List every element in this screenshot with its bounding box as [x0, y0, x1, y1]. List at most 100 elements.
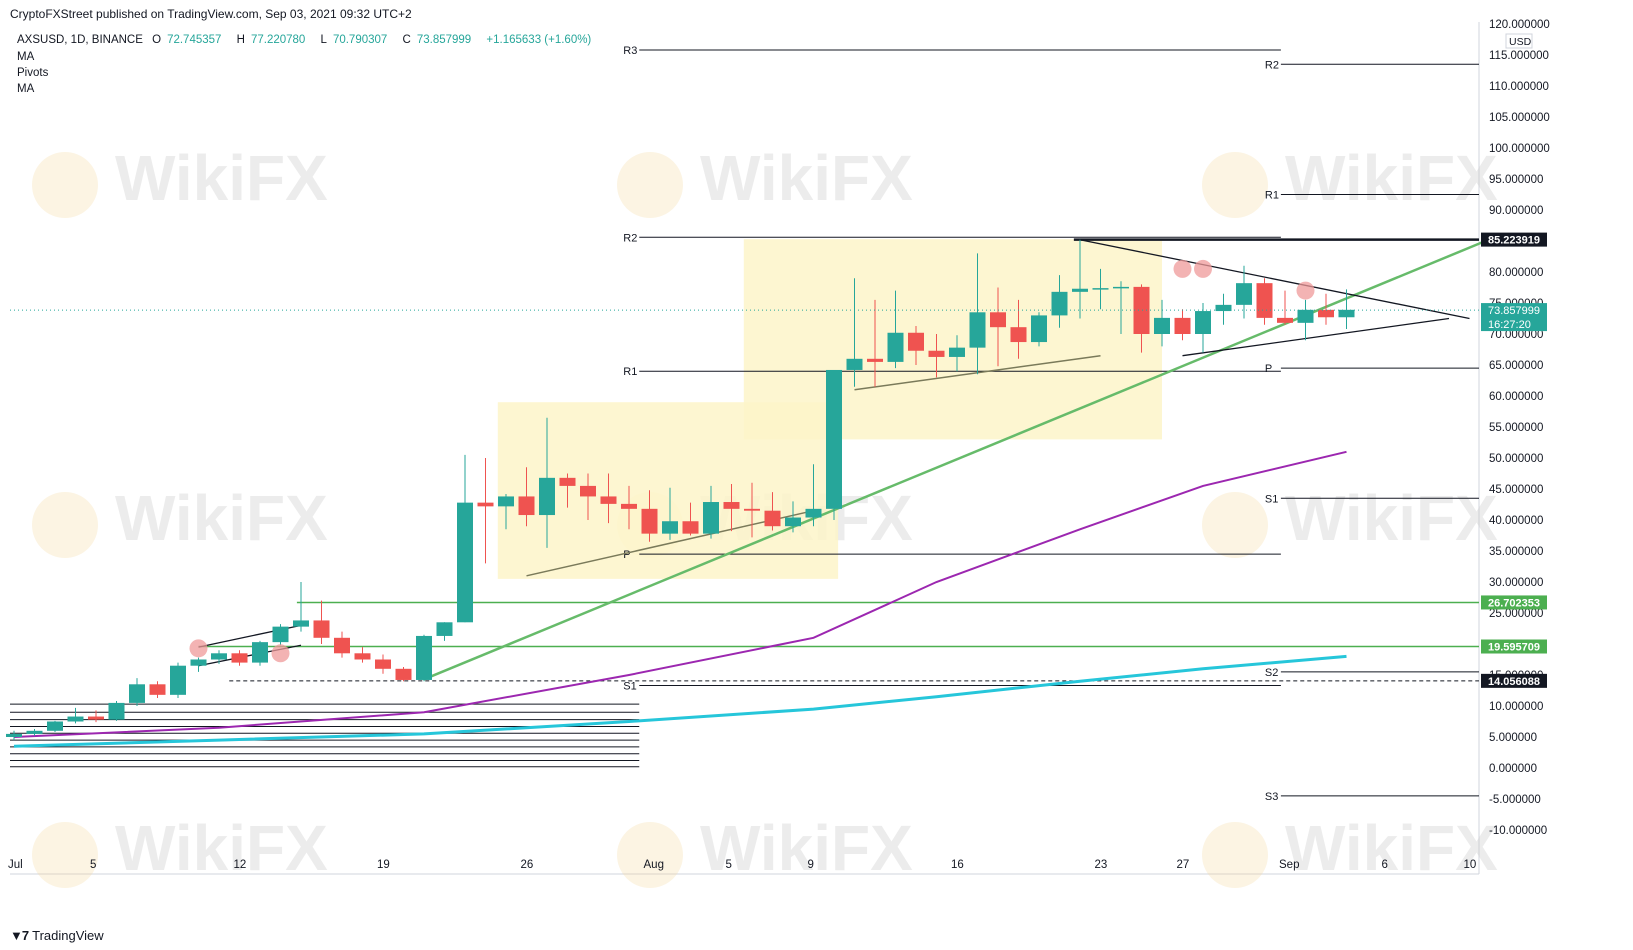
signal-marker [189, 639, 208, 658]
signal-marker [1194, 259, 1212, 278]
x-tick-label: Sep [1279, 859, 1299, 871]
candle-body [990, 312, 1006, 328]
candle-body [600, 496, 617, 504]
candle-body [785, 517, 801, 527]
y-tick-label: 115.000000 [1489, 50, 1549, 62]
indicator-ma-1[interactable]: MA [17, 51, 35, 63]
candle-body [621, 503, 637, 509]
symbol-name[interactable]: AXSUSD, 1D, BINANCE [17, 34, 143, 46]
x-tick-label: 10 [1464, 859, 1477, 871]
y-tick-label: 60.000000 [1489, 391, 1543, 403]
candle-body [826, 369, 842, 509]
indicator-ma-2[interactable]: MA [17, 83, 35, 95]
level-price-label: 14.056088 [1488, 676, 1540, 688]
x-tick-label: 5 [726, 859, 732, 871]
pivot-label: R2 [623, 232, 637, 244]
candle-body [1174, 317, 1191, 334]
candle-body [580, 485, 596, 497]
candle-body [293, 620, 309, 627]
candle-body [1256, 283, 1273, 318]
candle-body [662, 521, 678, 534]
signal-marker [271, 644, 290, 663]
indicator-pivots[interactable]: Pivots [17, 67, 49, 79]
y-tick-label: 30.000000 [1489, 577, 1543, 589]
candle-body [67, 716, 84, 722]
watermark-text: WikiFX [1285, 482, 1498, 554]
x-tick-label: 5 [90, 859, 96, 871]
signal-marker [1173, 259, 1192, 278]
candle-body [764, 510, 781, 527]
watermark-text: WikiFX [1285, 142, 1498, 214]
symbol-legend: AXSUSD, 1D, BINANCE O 72.745357 H 77.22078… [17, 34, 597, 46]
candle-body [498, 496, 514, 507]
candle-body [436, 622, 453, 636]
candle-body [1051, 291, 1068, 316]
candle-body [641, 508, 658, 534]
watermark-text: WikiFX [700, 142, 913, 214]
level-price-tag [1481, 673, 1547, 688]
y-tick-label: 40.000000 [1489, 515, 1543, 527]
pivot-label: S3 [1265, 791, 1278, 803]
watermark-text: WikiFX [700, 812, 913, 884]
candle-body [457, 502, 473, 623]
candle-body [354, 653, 371, 660]
candle-body [682, 521, 699, 534]
x-tick-label: 16 [951, 859, 964, 871]
y-tick-label: 110.000000 [1489, 81, 1549, 93]
y-tick-label: 105.000000 [1489, 112, 1550, 124]
last-price-label: 73.857999 [1488, 305, 1540, 317]
candle-body [1133, 286, 1150, 334]
candle-body [190, 659, 207, 666]
ohlc-high: H 77.220780 [236, 34, 306, 46]
candle-body [129, 684, 145, 703]
pivot-label: S2 [1265, 667, 1278, 679]
candle-body [6, 733, 22, 737]
watermark-text: WikiFX [115, 812, 328, 884]
watermark-logo-icon [1202, 152, 1268, 218]
watermark-logo-icon [617, 822, 683, 888]
candle-body [1318, 309, 1334, 318]
tradingview-logo-icon: ▼7 [10, 928, 29, 943]
y-tick-label: 70.000000 [1489, 329, 1543, 341]
x-tick-label: 26 [521, 859, 534, 871]
candle-body [969, 312, 986, 348]
trend-line [1079, 239, 1470, 320]
candle-body [252, 642, 268, 663]
watermark-logo-icon [32, 492, 98, 558]
candle-body [518, 496, 535, 516]
y-tick-label: 95.000000 [1489, 174, 1543, 186]
y-tick-label: 25.000000 [1489, 608, 1543, 620]
publish-info: CryptoFXStreet published on TradingView.… [10, 7, 412, 21]
ohlc-close: C 73.857999 [402, 34, 472, 46]
candle-body [908, 332, 924, 351]
y-tick-label: 45.000000 [1489, 484, 1543, 496]
candle-body [887, 332, 904, 362]
candle-body [26, 730, 43, 734]
candle-body [703, 502, 719, 534]
candle-body [170, 665, 186, 695]
y-tick-label: 120.000000 [1489, 19, 1550, 31]
candle-body [416, 635, 432, 680]
level-price-label: 19.595709 [1488, 642, 1540, 654]
candle-body [1010, 327, 1027, 343]
x-tick-label: 23 [1095, 859, 1108, 871]
currency-badge [1505, 33, 1533, 49]
level-price-label: 26.702353 [1488, 597, 1540, 609]
pivot-label: R2 [1265, 59, 1279, 71]
candle-body [744, 508, 760, 511]
candle-body [867, 358, 883, 362]
candle-body [1113, 286, 1129, 289]
x-tick-label: 19 [377, 859, 390, 871]
trend-line [1182, 317, 1450, 357]
ma-long-line [13, 654, 1347, 748]
level-price-tag [1481, 595, 1547, 610]
candle-body [47, 721, 63, 731]
y-tick-label: 65.000000 [1489, 360, 1543, 372]
ohlc-low: L 70.790307 [320, 34, 388, 46]
last-price-tag [1481, 303, 1547, 332]
candle-body [928, 350, 945, 357]
signal-marker [1296, 281, 1315, 300]
candle-body [1215, 304, 1232, 312]
y-tick-label: 90.000000 [1489, 205, 1543, 217]
